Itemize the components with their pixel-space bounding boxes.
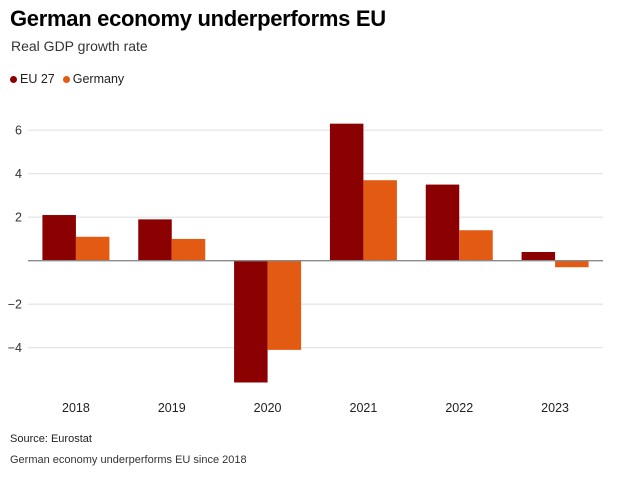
legend-label-germany: Germany: [72, 72, 125, 86]
x-tick-label: 2019: [158, 401, 186, 415]
x-tick-labels: 2018 2019 2020 2021 2022 2023: [62, 401, 569, 415]
source-note: Source: Eurostat: [10, 433, 92, 445]
x-tick-label: 2018: [62, 401, 90, 415]
chart-caption: German economy underperforms EU since 20…: [10, 454, 247, 466]
bar-eu-27-2020: [234, 260, 268, 383]
y-tick-label: 4: [15, 167, 22, 181]
bars: [42, 123, 589, 383]
gridlines: [28, 129, 603, 349]
y-tick-label: 2: [15, 211, 22, 225]
legend-label-eu27: EU 27: [20, 72, 55, 86]
bar-germany-2022: [459, 230, 493, 261]
legend: EU 27 Germany: [10, 72, 132, 86]
legend-swatch-germany: [62, 75, 70, 83]
bar-eu-27-2022: [425, 184, 460, 261]
x-tick-label: 2021: [350, 401, 378, 415]
x-tick-label: 2020: [254, 401, 282, 415]
legend-swatch-eu27: [10, 75, 17, 83]
legend-item-eu27: EU 27: [10, 72, 55, 86]
y-tick-label: 6: [15, 124, 22, 138]
bar-germany-2020: [267, 260, 302, 350]
bar-germany-2023: [555, 260, 589, 268]
bar-eu-27-2021: [329, 123, 364, 261]
bar-germany-2021: [363, 180, 397, 261]
x-tick-label: 2023: [541, 401, 569, 415]
bar-eu-27-2018: [42, 215, 76, 261]
bar-germany-2019: [171, 238, 206, 261]
chart-title: German economy underperforms EU: [10, 6, 386, 31]
bar-eu-27-2019: [138, 219, 172, 261]
chart-subtitle: Real GDP growth rate: [11, 38, 148, 54]
bar-germany-2018: [75, 236, 110, 261]
y-tick-label: −4: [8, 341, 22, 355]
legend-item-germany: Germany: [62, 72, 125, 86]
y-tick-label: −2: [8, 298, 22, 312]
bar-eu-27-2023: [521, 252, 556, 261]
y-tick-labels: 6 4 2 −2 −4: [8, 124, 22, 356]
x-tick-label: 2022: [445, 401, 473, 415]
